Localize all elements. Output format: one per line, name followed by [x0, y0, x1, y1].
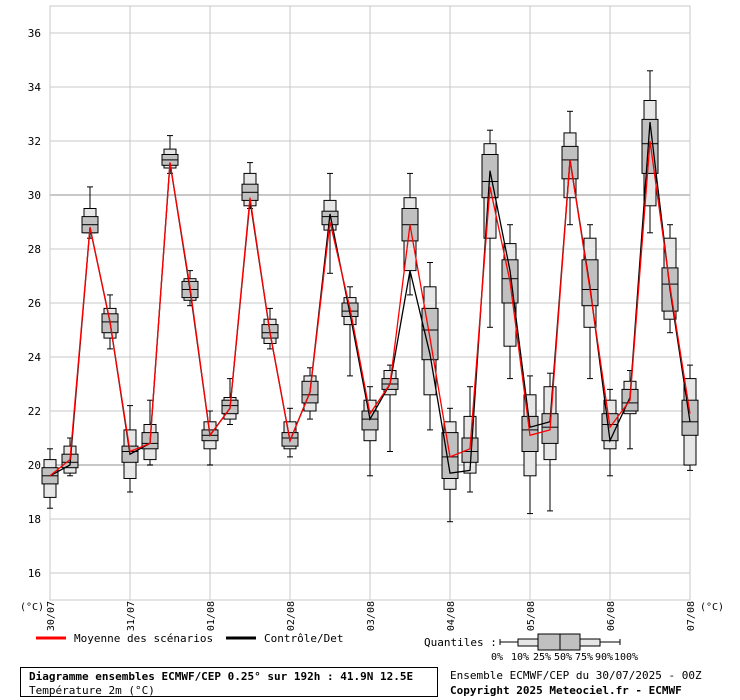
ensemble-box — [141, 399, 159, 466]
ensemble-box — [41, 448, 59, 509]
quantiles-key-inner-box — [537, 633, 581, 651]
x-tick-label: 03/08 — [366, 601, 377, 631]
legend: Moyenne des scénarios Contrôle/Det Quant… — [36, 632, 638, 663]
axis-ticks: 16 18 20 22 24 26 28 30 32 34 36 30/07 31/07 01/08 02/… — [28, 27, 697, 631]
y-unit-right: (°C) — [700, 602, 724, 613]
x-tick-label: 05/08 — [526, 601, 537, 631]
quantile-100: 100% — [614, 652, 638, 663]
y-tick-label: 36 — [28, 27, 41, 40]
y-tick-label: 32 — [28, 135, 41, 148]
ensemble-box — [661, 224, 679, 334]
quantile-50: 50% — [554, 652, 572, 663]
chart-title: Diagramme ensembles ECMWF/CEP 0.25° sur … — [29, 670, 414, 683]
x-tick-label: 30/07 — [46, 601, 57, 631]
ensemble-box — [601, 388, 619, 477]
y-tick-label: 18 — [28, 513, 41, 526]
series-lines — [49, 122, 691, 477]
y-tick-label: 28 — [28, 243, 41, 256]
y-tick-label: 22 — [28, 405, 41, 418]
x-tick-label: 31/07 — [126, 601, 137, 631]
chart-subtitle: Température 2m (°C) — [29, 684, 155, 697]
y-tick-label: 30 — [28, 189, 41, 202]
copyright: Copyright 2025 Meteociel.fr - ECMWF — [450, 684, 682, 697]
quantile-90: 90% — [595, 652, 613, 663]
box-p25-p75 — [421, 307, 439, 361]
ensemble-box — [301, 367, 319, 420]
quantile-10: 10% — [511, 652, 529, 663]
legend-control-label: Contrôle/Det — [264, 632, 343, 645]
legend-mean-label: Moyenne des scénarios — [74, 632, 213, 645]
title-box: Diagramme ensembles ECMWF/CEP 0.25° sur … — [20, 667, 438, 697]
x-tick-label: 04/08 — [446, 601, 457, 631]
y-tick-label: 24 — [28, 351, 42, 364]
x-tick-label: 02/08 — [286, 601, 297, 631]
y-tick-label: 34 — [28, 81, 42, 94]
quantiles-label: Quantiles : — [424, 636, 497, 649]
y-tick-label: 20 — [28, 459, 41, 472]
y-unit-left: (°C) — [20, 602, 44, 613]
quantile-0: 0% — [491, 652, 503, 663]
x-tick-label: 01/08 — [206, 601, 217, 631]
mean-line — [49, 140, 691, 477]
x-tick-label: 07/08 — [686, 601, 697, 631]
quantile-75: 75% — [575, 652, 593, 663]
x-tick-label: 06/08 — [606, 601, 617, 631]
quantile-25: 25% — [533, 652, 551, 663]
y-tick-label: 16 — [28, 567, 41, 580]
quantiles-key — [499, 633, 621, 651]
y-tick-label: 26 — [28, 297, 41, 310]
run-info: Ensemble ECMWF/CEP du 30/07/2025 - 00Z — [450, 669, 702, 682]
